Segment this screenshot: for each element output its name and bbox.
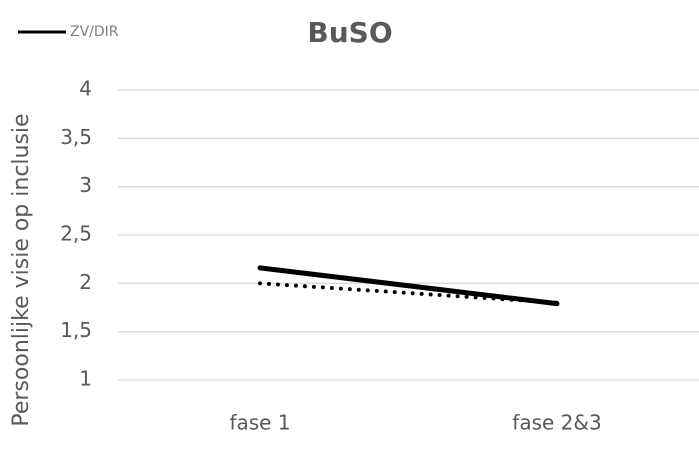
series-line [257,265,560,307]
y-tick-label: 2,5 [60,222,92,246]
y-tick-label: 1,5 [60,318,92,342]
y-tick-label: 2 [79,270,92,294]
x-tick-label: fase 1 [229,411,290,435]
y-tick-label: 1 [79,367,92,391]
legend-label: ZV/DIR [70,24,119,40]
x-tick-label: fase 2&3 [512,411,601,435]
y-tick-label: 3 [79,173,92,197]
chart-title: BuSO [307,16,392,49]
y-axis-title: Persoonlijke visie op inclusie [9,113,34,426]
y-tick-label: 3,5 [60,125,92,149]
y-tick-label: 4 [79,77,92,101]
